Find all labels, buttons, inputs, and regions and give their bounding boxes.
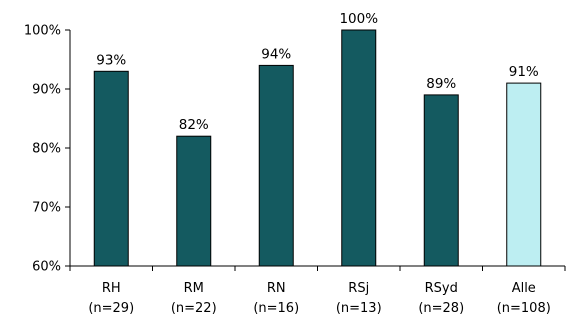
category-note: (n=108) bbox=[497, 301, 551, 316]
bar-rsj bbox=[341, 29, 377, 267]
category-note: (n=16) bbox=[253, 301, 299, 316]
category-label: RSyd bbox=[425, 281, 458, 296]
bars bbox=[93, 29, 542, 267]
bar-rn bbox=[258, 64, 294, 267]
y-tick-label: 60% bbox=[32, 260, 61, 275]
category-note: (n=29) bbox=[88, 301, 134, 316]
bar-rm bbox=[176, 135, 212, 267]
category-label: Alle bbox=[512, 281, 536, 296]
category-label: RN bbox=[267, 281, 286, 296]
data-label: 82% bbox=[179, 117, 209, 133]
data-label: 93% bbox=[96, 52, 126, 68]
category-label: RH bbox=[102, 281, 121, 296]
y-tick-label: 80% bbox=[32, 142, 61, 157]
category-note: (n=22) bbox=[171, 301, 217, 316]
category-note: (n=13) bbox=[336, 301, 382, 316]
data-label: 89% bbox=[426, 76, 456, 92]
category-label: RSj bbox=[348, 281, 369, 296]
data-label: 91% bbox=[509, 64, 539, 80]
data-label: 94% bbox=[261, 46, 291, 62]
category-label: RM bbox=[184, 281, 204, 296]
y-tick-label: 70% bbox=[32, 201, 61, 216]
bar-rsyd bbox=[423, 94, 459, 267]
y-tick-label: 100% bbox=[24, 24, 61, 39]
y-tick-label: 90% bbox=[32, 83, 61, 98]
data-label: 100% bbox=[339, 11, 378, 27]
bar-rh bbox=[93, 70, 129, 267]
axes: 60% 70% 80% 90% 100% bbox=[24, 24, 566, 275]
labels: 93% RH (n=29) 82% RM (n=22) 94% RN (n=16) 100% RSj… bbox=[88, 11, 550, 316]
bar-alle bbox=[506, 82, 542, 267]
category-note: (n=28) bbox=[418, 301, 464, 316]
